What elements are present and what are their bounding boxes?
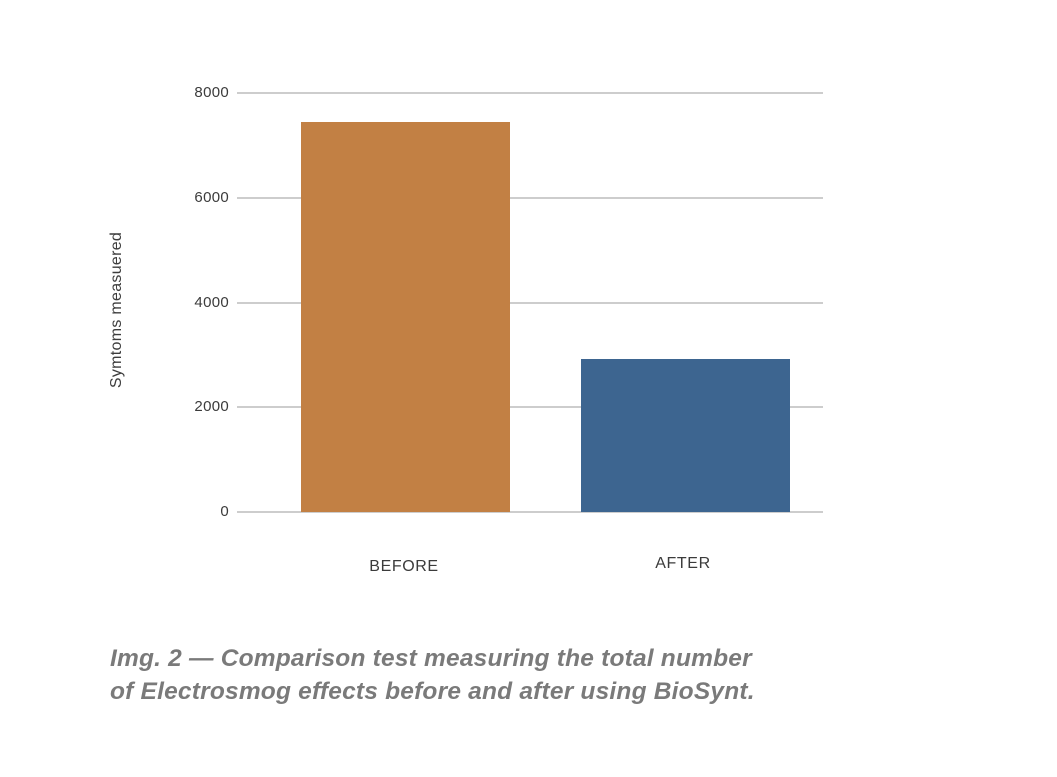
gridline-0	[237, 511, 823, 513]
x-tick-label-after: AFTER	[655, 555, 711, 572]
bar-before	[301, 121, 510, 512]
y-tick-label: 6000	[194, 188, 229, 206]
y-tick-label: 2000	[194, 398, 229, 416]
y-axis-title: Symtoms measuered	[108, 231, 125, 389]
gridline-2000	[237, 406, 823, 409]
caption-line-1: Img. 2 — Comparison test measuring the t…	[110, 645, 752, 672]
plot-area: 8000 6000 4000 2000 0 BEFORE AFTER	[194, 85, 823, 575]
y-tick-label: 0	[220, 503, 229, 520]
gridline-8000	[237, 92, 823, 94]
y-tick-label: 4000	[194, 293, 229, 311]
gridline-6000	[237, 196, 823, 199]
gridline-4000	[237, 301, 823, 304]
caption-line-2: of Electrosmog effects before and after …	[110, 677, 755, 705]
figure-caption: Img. 2 — Comparison test measuring the t…	[110, 643, 850, 708]
x-tick-label-before: BEFORE	[369, 558, 439, 575]
bar-after	[581, 358, 790, 512]
y-tick-label: 8000	[194, 84, 229, 101]
